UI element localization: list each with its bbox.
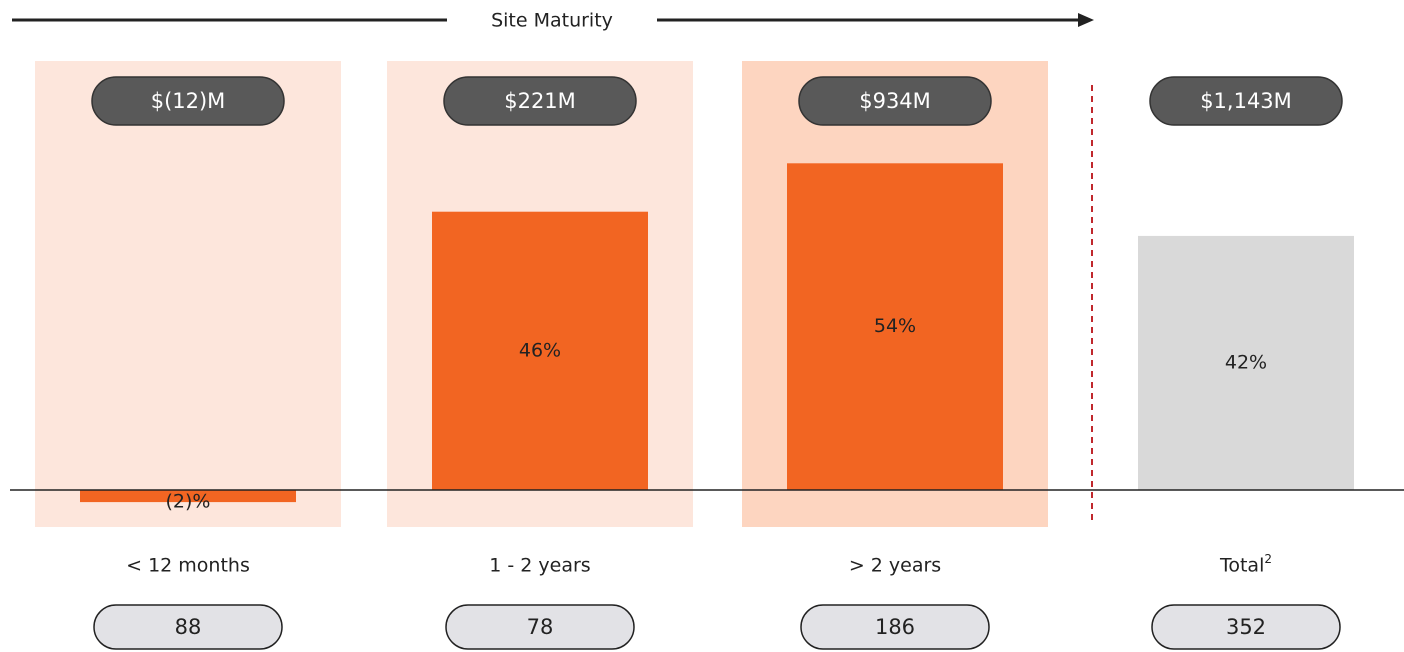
value-label: 46% <box>519 339 561 361</box>
revenue-pill <box>798 76 992 126</box>
column-panel <box>35 61 341 527</box>
revenue-pill <box>443 76 637 126</box>
bar <box>432 211 648 490</box>
category-label: Total2 <box>1219 552 1272 577</box>
revenue-pill <box>1149 76 1343 126</box>
sites-pill <box>800 604 990 650</box>
sites-label: 186 <box>875 615 915 639</box>
revenue-label: $934M <box>859 89 931 113</box>
value-label: 54% <box>874 315 916 337</box>
category-label: < 12 months <box>126 555 250 577</box>
revenue-pill <box>91 76 285 126</box>
bar <box>787 163 1003 491</box>
bar <box>80 490 296 503</box>
value-label: 42% <box>1225 351 1267 373</box>
bar <box>1138 235 1354 490</box>
revenue-label: $221M <box>504 89 576 113</box>
value-label: (2)% <box>166 491 211 513</box>
revenue-label: $1,143M <box>1200 89 1292 113</box>
header: Site Maturity <box>491 10 613 32</box>
sites-pill <box>93 604 283 650</box>
sites-label: 78 <box>527 615 554 639</box>
footnote-marker: 2 <box>1264 552 1272 566</box>
sites-pill <box>445 604 635 650</box>
category-label: > 2 years <box>849 555 941 577</box>
sites-label: 88 <box>175 615 202 639</box>
category-label: 1 - 2 years <box>489 555 590 577</box>
arrow-head <box>1078 13 1094 27</box>
sites-pill <box>1151 604 1341 650</box>
sites-label: 352 <box>1226 615 1266 639</box>
revenue-label: $(12)M <box>151 89 226 113</box>
